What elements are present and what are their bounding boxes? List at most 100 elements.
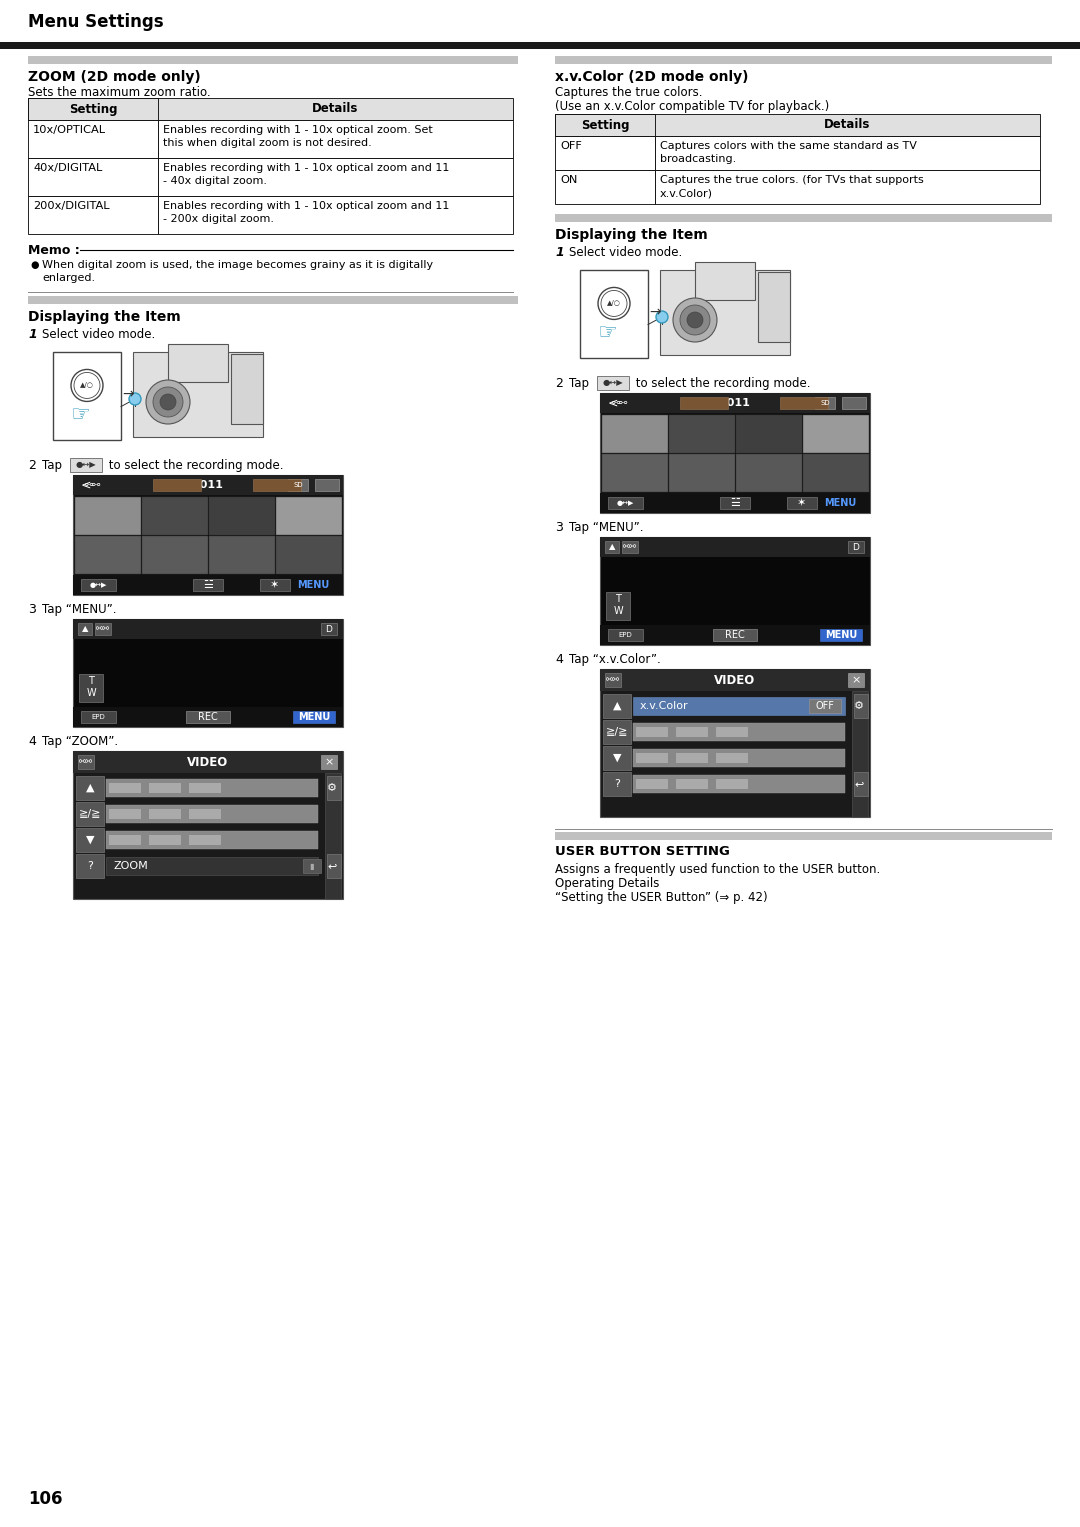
Bar: [842, 397, 866, 409]
Bar: [315, 479, 339, 492]
Text: 200x/DIGITAL: 200x/DIGITAL: [33, 202, 109, 211]
Bar: [75, 536, 141, 574]
Text: SD: SD: [820, 400, 829, 406]
Text: REC: REC: [198, 712, 218, 722]
Text: ▮: ▮: [310, 861, 314, 870]
Text: 4: 4: [28, 734, 36, 748]
Text: ↩: ↩: [854, 779, 864, 789]
Text: 1: 1: [28, 328, 37, 341]
Circle shape: [75, 373, 100, 399]
Text: MENU: MENU: [297, 580, 329, 589]
Bar: [603, 773, 631, 796]
Bar: [109, 809, 141, 818]
Text: Setting: Setting: [581, 119, 630, 131]
Bar: [602, 415, 669, 454]
Text: Memo :: Memo :: [28, 244, 80, 257]
Bar: [133, 353, 264, 437]
Bar: [603, 747, 631, 770]
Bar: [109, 835, 141, 844]
Text: <: <: [81, 478, 92, 492]
Text: Operating Details: Operating Details: [555, 876, 660, 890]
Text: D: D: [852, 542, 860, 551]
Bar: [600, 625, 870, 644]
Text: Enables recording with 1 - 10x optical zoom and 11: Enables recording with 1 - 10x optical z…: [163, 202, 449, 211]
Bar: [303, 860, 321, 873]
Bar: [555, 832, 1052, 840]
Bar: [600, 669, 870, 817]
Text: Captures the true colors. (for TVs that supports: Captures the true colors. (for TVs that …: [660, 176, 923, 185]
Bar: [809, 699, 841, 713]
Bar: [73, 707, 343, 727]
Bar: [73, 618, 343, 727]
Bar: [600, 392, 870, 513]
Text: ⚯⚯: ⚯⚯: [79, 757, 93, 767]
Text: ☱: ☱: [730, 498, 740, 508]
Bar: [633, 776, 845, 793]
Bar: [605, 541, 619, 553]
Bar: [149, 835, 181, 844]
Text: ⚯⚯: ⚯⚯: [623, 542, 637, 551]
Bar: [158, 157, 513, 195]
Bar: [716, 779, 748, 789]
Bar: [555, 136, 654, 169]
Text: to select the recording mode.: to select the recording mode.: [632, 377, 810, 389]
Bar: [76, 828, 104, 852]
Text: Enables recording with 1 - 10x optical zoom and 11: Enables recording with 1 - 10x optical z…: [163, 163, 449, 173]
Text: Tap “MENU”.: Tap “MENU”.: [569, 521, 644, 534]
Text: x.v.Color: x.v.Color: [640, 701, 689, 712]
Text: ⚯⚯: ⚯⚯: [96, 625, 110, 634]
Text: to select the recording mode.: to select the recording mode.: [105, 460, 283, 472]
Bar: [168, 344, 228, 382]
Text: ▲: ▲: [609, 542, 616, 551]
Text: 10x/OPTICAL: 10x/OPTICAL: [33, 125, 106, 134]
Bar: [288, 479, 308, 492]
Bar: [106, 857, 318, 875]
Circle shape: [71, 370, 103, 402]
Circle shape: [153, 386, 183, 417]
Text: ⚯⚯: ⚯⚯: [606, 675, 620, 684]
Bar: [735, 454, 802, 492]
Text: OFF: OFF: [561, 140, 582, 151]
Bar: [676, 727, 708, 738]
Bar: [555, 214, 1052, 221]
Bar: [633, 696, 845, 715]
Text: Tap: Tap: [569, 377, 593, 389]
Bar: [109, 783, 141, 793]
Bar: [555, 115, 654, 136]
Text: USER BUTTON SETTING: USER BUTTON SETTING: [555, 844, 730, 858]
Bar: [153, 479, 201, 492]
Bar: [680, 397, 728, 409]
Text: 2011: 2011: [192, 479, 224, 490]
Text: T: T: [616, 594, 621, 605]
Bar: [106, 779, 318, 797]
Text: ?: ?: [87, 861, 93, 870]
Text: ≧/≧: ≧/≧: [606, 727, 629, 738]
Bar: [848, 541, 864, 553]
Bar: [636, 727, 669, 738]
Text: Displaying the Item: Displaying the Item: [555, 228, 707, 241]
Bar: [106, 831, 318, 849]
Bar: [189, 835, 221, 844]
Text: 2011: 2011: [719, 399, 751, 408]
Bar: [580, 270, 648, 357]
Bar: [231, 354, 264, 425]
Bar: [600, 392, 870, 412]
Bar: [654, 169, 1040, 205]
Bar: [676, 779, 708, 789]
Text: ▲: ▲: [82, 625, 89, 634]
Bar: [600, 669, 870, 692]
Bar: [608, 496, 643, 508]
Bar: [149, 783, 181, 793]
Text: Setting: Setting: [69, 102, 118, 116]
Text: ⚙: ⚙: [854, 701, 864, 712]
Text: VIDEO: VIDEO: [714, 673, 756, 687]
Text: T: T: [89, 676, 94, 686]
Text: 3: 3: [555, 521, 563, 534]
Text: EPD: EPD: [91, 715, 105, 721]
Text: ON: ON: [561, 176, 578, 185]
Text: ▼: ▼: [612, 753, 621, 764]
Bar: [555, 169, 654, 205]
Text: 3: 3: [28, 603, 36, 615]
Bar: [210, 536, 275, 574]
Bar: [735, 415, 802, 454]
